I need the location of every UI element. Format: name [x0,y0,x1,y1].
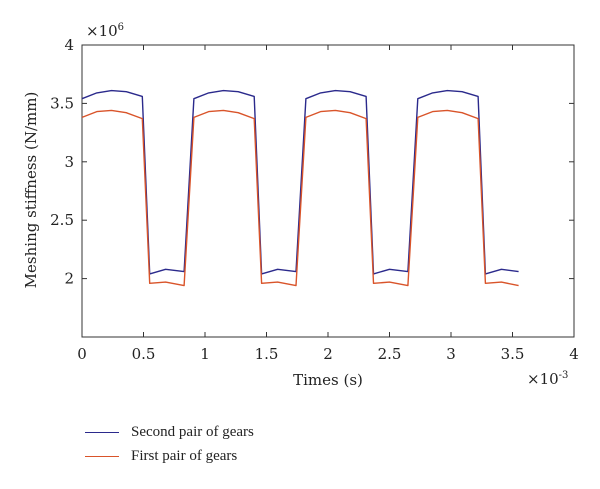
y-tick-label: 3 [64,153,74,171]
x-tick-label: 0 [77,345,87,363]
legend-item-first-pair: First pair of gears [85,444,254,468]
legend-label: First pair of gears [131,447,238,464]
series-group [81,89,519,287]
plot-frame [81,44,575,338]
x-tick-label: 2.5 [378,345,402,363]
legend-label: Second pair of gears [131,423,254,440]
y-tick-label: 3.5 [50,94,74,112]
x-tick-label: 0.5 [132,345,156,363]
y-tick-label: 4 [64,36,74,54]
legend-item-second-pair: Second pair of gears [85,420,254,444]
x-tick-label: 1.5 [255,345,279,363]
x-axis-label: Times (s) [293,371,363,389]
y-tick-label: 2.5 [50,211,74,229]
legend-swatch-second-pair [85,431,119,433]
x-tick-label: 3.5 [501,345,525,363]
x-tick-label: 1 [200,345,210,363]
x-tick-label: 3 [446,345,456,363]
axes: 0 0.5 1 1.5 2 2.5 3 3.5 4 2 2.5 3 3.5 4 [50,36,579,363]
series-line-second-pair [81,89,519,275]
x-tick-label: 2 [323,345,333,363]
x-tick-label: 4 [569,345,579,363]
x-multiplier: ×10-3 [527,370,568,388]
series-line-first-pair [81,109,519,287]
y-multiplier: ×106 [86,22,124,40]
y-axis-label: Meshing stiffness (N/mm) [22,92,40,289]
chart-svg: 0 0.5 1 1.5 2 2.5 3 3.5 4 2 2.5 3 3.5 4 Meshing stiff… [22,22,579,389]
y-tick-label: 2 [64,270,74,288]
legend-swatch-first-pair [85,455,119,457]
legend: Second pair of gears First pair of gears [85,420,254,468]
